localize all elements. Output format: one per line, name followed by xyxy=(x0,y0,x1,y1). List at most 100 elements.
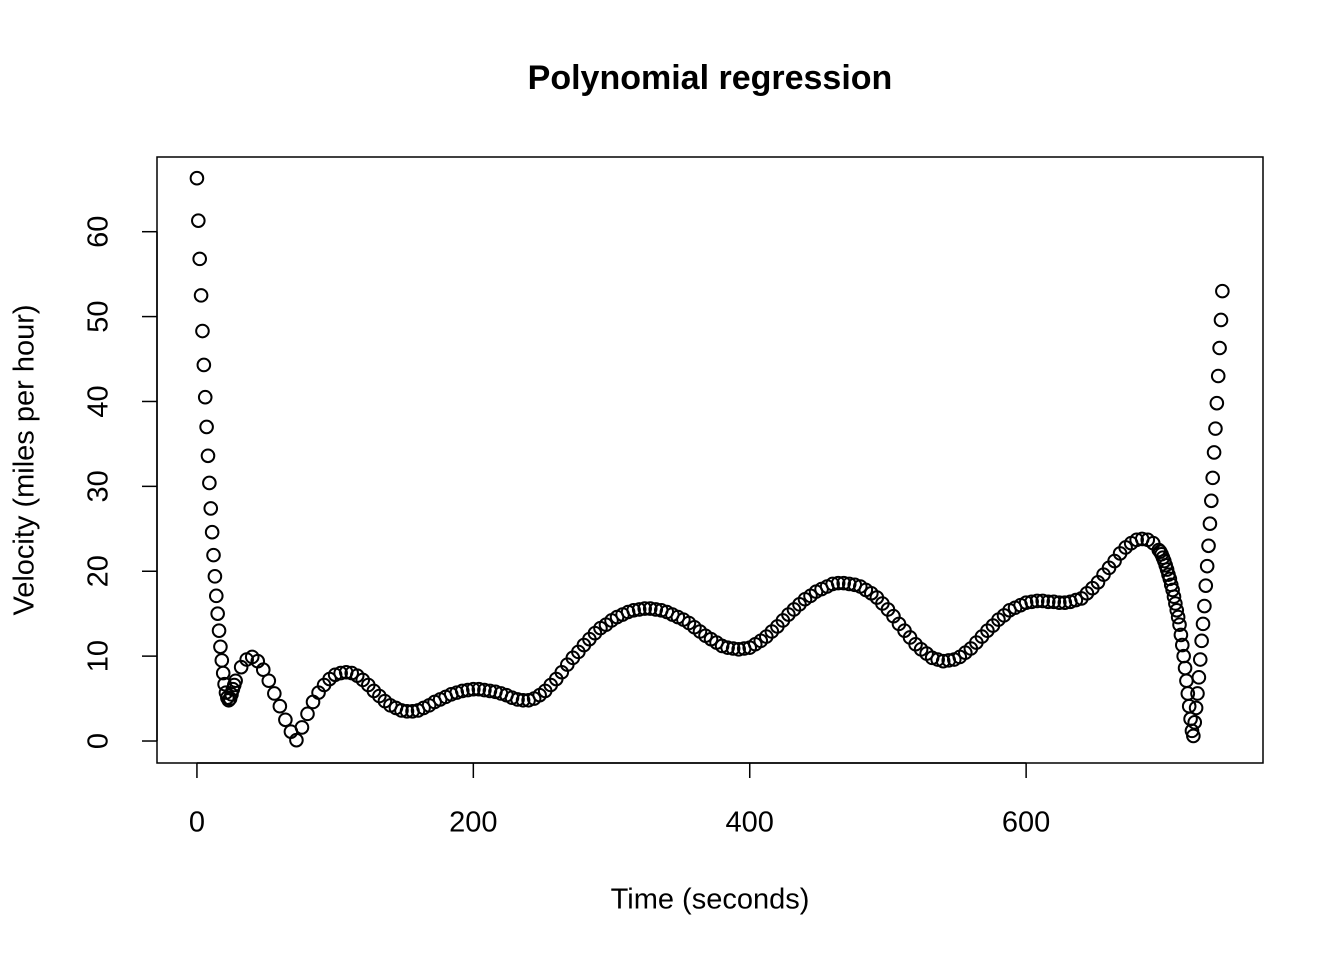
point xyxy=(199,419,214,435)
point xyxy=(1040,594,1056,610)
point xyxy=(207,569,223,584)
point xyxy=(1172,617,1187,633)
point xyxy=(935,653,951,669)
y-tick-label: 0 xyxy=(83,733,115,749)
y-tick-label: 50 xyxy=(83,300,115,332)
point xyxy=(830,575,846,591)
point xyxy=(305,694,321,710)
point xyxy=(471,681,487,697)
point xyxy=(1209,395,1225,411)
point xyxy=(399,704,415,719)
point xyxy=(1201,538,1216,554)
point xyxy=(195,323,210,339)
point xyxy=(515,692,531,708)
point xyxy=(208,588,224,604)
point xyxy=(1192,652,1208,667)
point xyxy=(1213,312,1229,328)
point xyxy=(1169,602,1185,618)
point xyxy=(1202,516,1218,532)
y-axis-label: Velocity (miles per hour) xyxy=(9,304,41,615)
point xyxy=(510,692,525,707)
point xyxy=(202,475,217,491)
point xyxy=(1199,558,1215,574)
chart-title: Polynomial regression xyxy=(528,59,893,97)
point xyxy=(1170,609,1186,625)
point xyxy=(1206,445,1222,460)
x-tick-label: 600 xyxy=(1002,807,1050,839)
point xyxy=(1215,283,1230,299)
point xyxy=(626,602,641,618)
point xyxy=(1177,660,1193,676)
point xyxy=(642,601,658,616)
point xyxy=(193,288,209,303)
y-tick-label: 40 xyxy=(83,385,115,417)
point xyxy=(210,606,225,621)
point xyxy=(294,720,310,735)
point xyxy=(477,682,492,698)
point xyxy=(1190,686,1205,701)
point xyxy=(394,703,409,718)
point xyxy=(1197,598,1212,614)
point xyxy=(200,448,216,464)
point xyxy=(637,601,653,616)
point xyxy=(1035,593,1051,609)
point xyxy=(197,389,213,405)
point xyxy=(213,639,228,655)
point xyxy=(460,682,476,698)
point xyxy=(272,698,288,714)
point xyxy=(1029,593,1045,609)
point xyxy=(1204,493,1219,509)
point xyxy=(836,575,852,591)
point xyxy=(196,357,212,373)
point xyxy=(192,251,208,267)
point xyxy=(720,640,735,655)
point xyxy=(203,501,219,516)
y-tick-label: 60 xyxy=(83,216,115,248)
point xyxy=(1165,582,1180,598)
point xyxy=(1168,596,1183,611)
point xyxy=(1166,589,1182,605)
point xyxy=(289,732,304,748)
point xyxy=(1198,578,1214,593)
point xyxy=(1205,470,1220,486)
point xyxy=(731,642,746,657)
point xyxy=(1024,594,1039,610)
point xyxy=(1173,627,1189,643)
point xyxy=(1186,728,1201,744)
point xyxy=(211,623,227,638)
point xyxy=(1174,637,1190,653)
point xyxy=(333,665,348,681)
x-tick-label: 200 xyxy=(449,807,497,839)
point xyxy=(1051,595,1067,610)
point xyxy=(825,576,840,592)
point xyxy=(1210,368,1226,384)
point xyxy=(454,683,470,699)
point xyxy=(1179,673,1194,689)
y-tick-label: 10 xyxy=(83,640,115,672)
point xyxy=(189,170,205,186)
point xyxy=(1046,594,1062,610)
point xyxy=(228,673,243,689)
point xyxy=(215,665,231,681)
point xyxy=(261,673,277,689)
point xyxy=(1212,340,1227,356)
point xyxy=(191,213,206,228)
point xyxy=(1191,670,1207,685)
y-tick-label: 20 xyxy=(83,555,115,587)
point xyxy=(466,681,481,697)
x-axis-label: Time (seconds) xyxy=(611,884,810,916)
x-tick-label: 0 xyxy=(189,807,205,839)
x-tick-label: 400 xyxy=(726,807,774,839)
point xyxy=(1195,616,1211,632)
y-tick-label: 30 xyxy=(83,470,115,502)
point xyxy=(1018,595,1034,610)
point xyxy=(1187,715,1203,730)
point xyxy=(278,712,293,728)
point xyxy=(631,602,647,617)
point xyxy=(300,706,315,722)
point xyxy=(1194,633,1209,649)
point xyxy=(1129,532,1144,548)
point xyxy=(214,653,230,668)
point xyxy=(267,686,282,701)
